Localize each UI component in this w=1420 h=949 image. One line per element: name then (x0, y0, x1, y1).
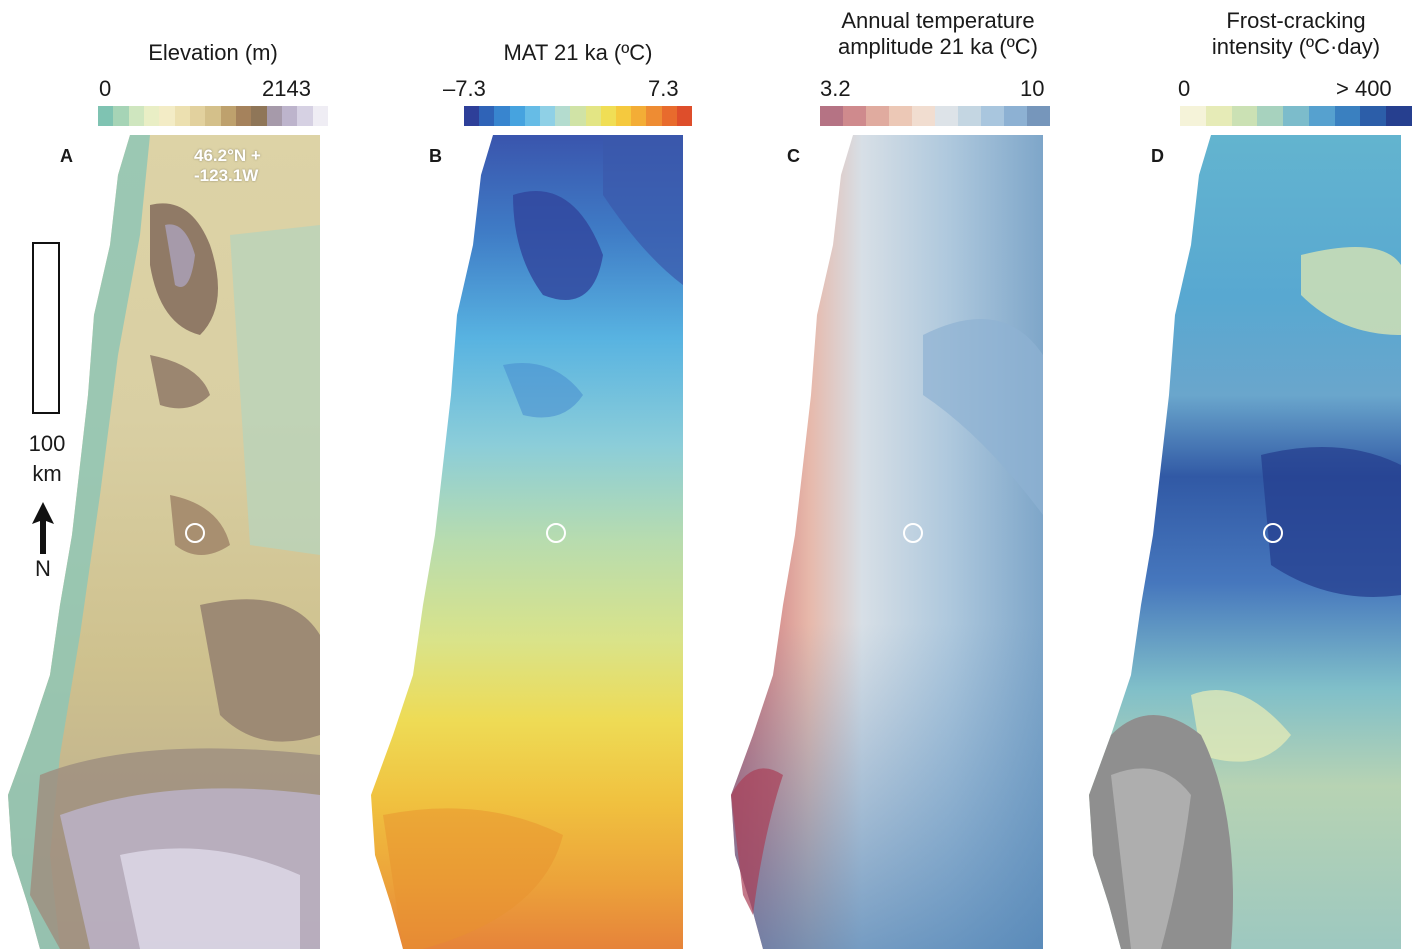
scale-bar-unit: km (32, 461, 62, 486)
scale-and-north: 100 km N (0, 0, 100, 949)
legend-swatch (1386, 106, 1413, 126)
legend-swatch (494, 106, 510, 126)
legend-swatch (312, 106, 328, 126)
panel-b-letter: B (429, 146, 442, 166)
legend-swatch (174, 106, 190, 126)
legend-swatch (540, 106, 556, 126)
legend-swatch (220, 106, 236, 126)
legend-swatch (958, 106, 981, 126)
legend-swatch (981, 106, 1004, 126)
scale-bar (32, 242, 60, 414)
panel-a-title-line-1: Elevation (m) (148, 40, 278, 65)
legend-swatch (585, 106, 601, 126)
legend-swatch (1231, 106, 1258, 126)
panel-d-title-line-2: intensity (ºC·day) (1211, 34, 1381, 59)
legend-swatch (1257, 106, 1284, 126)
coordinate-label: 46.2°N + -123.1W (194, 146, 261, 186)
legend-c-max: 10 (1020, 76, 1045, 101)
legend-swatch (1360, 106, 1387, 126)
panel-b-title-line-1: MAT 21 ka (ºC) (503, 40, 653, 65)
legend-swatch (843, 106, 866, 126)
legend-swatch (866, 106, 889, 126)
legend-swatch (235, 106, 252, 126)
legend-a-max: 2143 (262, 76, 311, 101)
legend-c-min: 3.2 (820, 76, 851, 101)
panel-b-title: MAT 21 ka (ºC) (464, 40, 692, 66)
legend-a-min: 0 (99, 76, 112, 101)
panel-c-title-line-1: Annual temperature (841, 8, 1035, 33)
map-d-frost-cracking (1089, 135, 1401, 949)
legend-b-min: –7.3 (443, 76, 486, 101)
legend-swatch (600, 106, 617, 126)
legend-swatch (251, 106, 267, 126)
legend-swatch (464, 106, 480, 126)
panel-c-title-line-2: amplitude 21 ka (ºC) (837, 34, 1038, 59)
panel-d-title-line-1: Frost-cracking (1226, 8, 1366, 33)
legend-swatch (159, 106, 175, 126)
legend-swatch (281, 106, 298, 126)
legend-swatch (631, 106, 647, 126)
legend-b-max: 7.3 (648, 76, 679, 101)
panel-a-title: Elevation (m) (98, 40, 328, 66)
legend-swatch (661, 106, 677, 126)
legend-swatch (509, 106, 525, 126)
legend-swatch (205, 106, 221, 126)
legend-swatch (676, 106, 693, 126)
coordinate-lat: 46.2°N + (194, 146, 261, 165)
legend-swatch (555, 106, 571, 126)
legend-d-min: 0 (1178, 76, 1191, 101)
legend-swatch (1205, 106, 1232, 126)
legend-swatch (1027, 106, 1050, 126)
panel-c-title: Annual temperature amplitude 21 ka (ºC) (798, 8, 1078, 60)
legend-swatch (1283, 106, 1309, 126)
legend-d-colorbar (1180, 106, 1413, 126)
legend-swatch (912, 106, 935, 126)
panel-a-letter: A (60, 146, 73, 166)
legend-swatch (113, 106, 129, 126)
coordinate-lon: -123.1W (194, 166, 259, 185)
panel-d-letter: D (1151, 146, 1164, 166)
legend-swatch (616, 106, 632, 126)
panel-c-letter: C (787, 146, 800, 166)
legend-swatch (524, 106, 541, 126)
legend-swatch (1180, 106, 1206, 126)
legend-swatch (266, 106, 282, 126)
legend-swatch (98, 106, 114, 126)
legend-swatch (143, 106, 160, 126)
legend-swatch (570, 106, 586, 126)
legend-swatch (1308, 106, 1335, 126)
legend-a-colorbar (98, 106, 328, 126)
legend-swatch (935, 106, 958, 126)
panel-amplitude: Annual temperature amplitude 21 ka (ºC) … (723, 0, 1050, 949)
map-c-amplitude (731, 135, 1043, 949)
panel-mat: MAT 21 ka (ºC) –7.3 7.3 B (363, 0, 693, 949)
panel-frost-cracking: Frost-cracking intensity (ºC·day) 0 > 40… (1081, 0, 1413, 949)
map-a-elevation (8, 135, 320, 949)
panel-d-title: Frost-cracking intensity (ºC·day) (1180, 8, 1412, 60)
north-label: N (35, 556, 51, 581)
legend-swatch (128, 106, 144, 126)
legend-c-colorbar (820, 106, 1050, 126)
legend-swatch (1004, 106, 1027, 126)
legend-swatch (1334, 106, 1361, 126)
legend-swatch (189, 106, 206, 126)
legend-swatch (889, 106, 912, 126)
legend-b-colorbar (464, 106, 693, 126)
panel-elevation: Elevation (m) 0 2143 A 46.2°N + -123.1W (0, 0, 328, 949)
legend-swatch (646, 106, 662, 126)
map-b-mat (371, 135, 683, 949)
legend-swatch (297, 106, 313, 126)
legend-swatch (820, 106, 843, 126)
north-arrow-icon (32, 502, 54, 554)
legend-swatch (479, 106, 495, 126)
scale-bar-value: 100 (28, 431, 66, 456)
legend-d-max: > 400 (1336, 76, 1392, 101)
